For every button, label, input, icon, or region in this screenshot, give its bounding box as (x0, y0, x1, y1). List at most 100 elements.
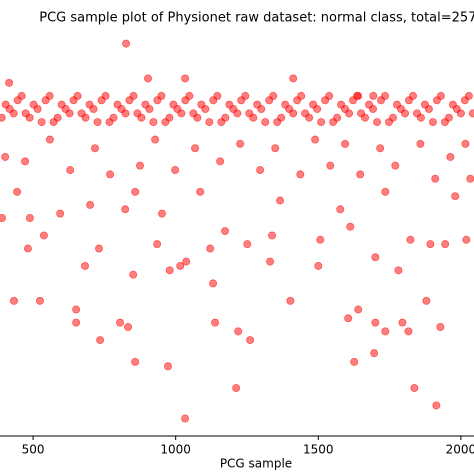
point (1, 100, 10, 109)
point (21, 157, 30, 166)
point (432, 96, 441, 105)
point (153, 96, 162, 105)
point (182, 257, 191, 266)
point (329, 118, 338, 127)
point (72, 305, 81, 314)
point (171, 166, 180, 175)
point (234, 327, 243, 336)
point (131, 187, 140, 196)
point (381, 327, 390, 336)
point (391, 161, 400, 170)
point (45, 135, 54, 144)
point (236, 139, 245, 148)
point (89, 105, 98, 114)
point (311, 135, 320, 144)
point (377, 96, 386, 105)
point (0, 214, 6, 222)
point (456, 109, 465, 118)
point (243, 240, 252, 249)
point (373, 118, 382, 127)
point (177, 109, 186, 118)
point (440, 118, 449, 127)
point (313, 105, 322, 114)
point (57, 100, 66, 109)
x-tick-label: 1500 (303, 443, 334, 457)
point (161, 118, 170, 127)
point (145, 105, 154, 114)
point (93, 118, 102, 127)
point (466, 174, 474, 183)
point (289, 74, 298, 83)
point (376, 144, 385, 153)
point (451, 192, 460, 201)
point (97, 96, 106, 105)
point (370, 349, 379, 358)
x-tick-label: 500 (22, 443, 45, 457)
point (217, 118, 226, 127)
point (209, 96, 218, 105)
point (286, 296, 295, 305)
point (392, 100, 401, 109)
point (369, 105, 378, 114)
point (39, 231, 48, 240)
point (256, 166, 265, 175)
point (129, 91, 138, 100)
x-axis-label: PCG sample (220, 457, 292, 471)
point (422, 296, 431, 305)
point (193, 113, 202, 122)
point (426, 240, 435, 249)
point (297, 91, 306, 100)
point (94, 244, 103, 253)
point (354, 305, 363, 314)
point (131, 357, 140, 366)
point (398, 318, 407, 327)
point (361, 113, 370, 122)
point (316, 235, 325, 244)
point (464, 91, 473, 100)
point (56, 209, 65, 218)
point (241, 91, 250, 100)
point (121, 109, 130, 118)
point (209, 279, 218, 288)
point (424, 105, 433, 114)
x-tick-label: 1000 (160, 443, 191, 457)
point (65, 109, 74, 118)
point (86, 200, 95, 209)
point (394, 266, 403, 275)
point (185, 91, 194, 100)
point (353, 91, 362, 100)
point (468, 109, 474, 118)
point (206, 244, 215, 253)
point (431, 174, 440, 183)
point (385, 118, 394, 127)
point (5, 78, 14, 87)
point (408, 91, 417, 100)
point (201, 105, 210, 114)
point (66, 166, 75, 175)
point (106, 170, 115, 179)
point (266, 257, 275, 266)
point (371, 253, 380, 262)
point (336, 205, 345, 214)
point (400, 109, 409, 118)
point (441, 240, 450, 249)
point (196, 187, 205, 196)
point (113, 100, 122, 109)
point (337, 100, 346, 109)
point (17, 91, 26, 100)
point (225, 100, 234, 109)
point (211, 318, 220, 327)
point (96, 336, 105, 345)
x-tick-label: 2000 (446, 443, 474, 457)
point (289, 109, 298, 118)
point (404, 327, 413, 336)
point (80, 261, 89, 270)
point (326, 161, 335, 170)
point (448, 100, 457, 109)
point (281, 100, 290, 109)
point (410, 384, 419, 393)
point (344, 314, 353, 323)
point (369, 91, 378, 100)
point (105, 118, 114, 127)
